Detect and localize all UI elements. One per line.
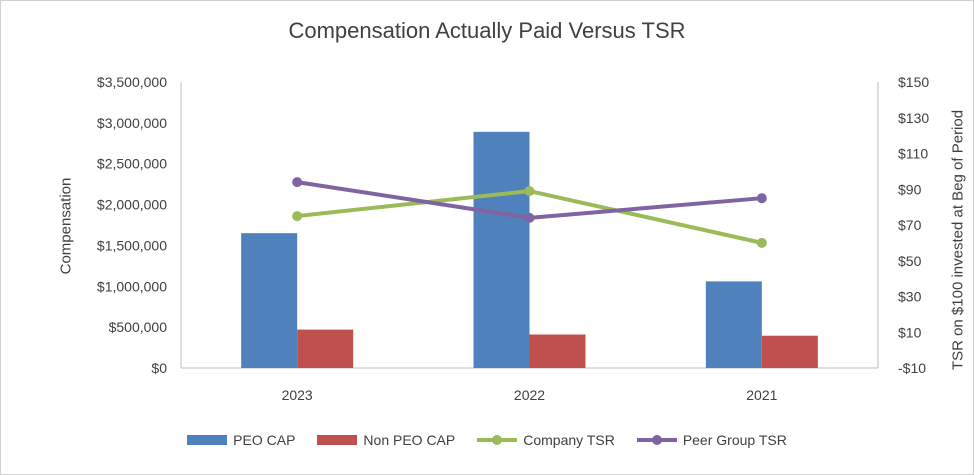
y-tick-right-label: -$10 [898,360,926,376]
y-tick-right-label: $150 [898,74,929,90]
x-tick-label: 2021 [746,387,777,403]
y-tick-left-label: $1,500,000 [97,237,167,253]
point-company-tsr [292,211,303,222]
point-peer-group-tsr [292,177,303,188]
y-tick-left-label: $2,500,000 [97,156,167,172]
y-tick-right-label: $90 [898,181,922,197]
bar-non-peo-cap [297,329,354,368]
legend-item-peer-group-tsr: Peer Group TSR [636,432,787,448]
legend-swatch-peer-group-tsr [636,434,677,446]
y-tick-left-label: $2,000,000 [97,197,167,213]
bar-peo-cap [473,131,530,368]
y-tick-right-label: $30 [898,289,922,305]
legend-item-peo-cap: PEO CAP [187,432,295,448]
point-company-tsr [524,186,535,197]
legend-label-company-tsr: Company TSR [523,432,615,448]
point-peer-group-tsr [756,193,767,204]
y-tick-right-label: $50 [898,253,922,269]
y-tick-left-label: $3,000,000 [97,115,167,131]
y-tick-left-label: $1,000,000 [97,278,167,294]
legend-item-non-peo-cap: Non PEO CAP [317,432,455,448]
legend-swatch-peo-cap [187,435,228,445]
legend-label-peo-cap: PEO CAP [233,432,296,448]
bar-peo-cap [241,233,298,368]
legend-label-non-peo-cap: Non PEO CAP [363,432,456,448]
point-peer-group-tsr [524,212,535,223]
legend-label-peer-group-tsr: Peer Group TSR [682,432,787,448]
legend: PEO CAP Non PEO CAP Company TSR Peer Gro… [0,432,974,448]
y-tick-right-label: $70 [898,217,922,233]
y-tick-left-label: $0 [151,360,167,376]
x-tick-label: 2022 [514,387,545,403]
y-tick-right-label: $10 [898,324,922,340]
y-tick-left-label: $3,500,000 [97,74,167,90]
legend-item-company-tsr: Company TSR [477,432,615,448]
legend-swatch-non-peo-cap [317,435,358,445]
chart-title: Compensation Actually Paid Versus TSR [288,18,686,43]
point-company-tsr [756,237,767,248]
y-tick-right-label: $130 [898,110,929,126]
x-tick-label: 2023 [282,387,313,403]
y-tick-right-label: $110 [898,146,928,162]
bar-non-peo-cap [761,335,818,368]
legend-swatch-company-tsr [477,434,518,446]
bar-non-peo-cap [529,334,586,368]
bar-peo-cap [705,281,762,368]
y-tick-left-label: $500,000 [109,319,168,335]
